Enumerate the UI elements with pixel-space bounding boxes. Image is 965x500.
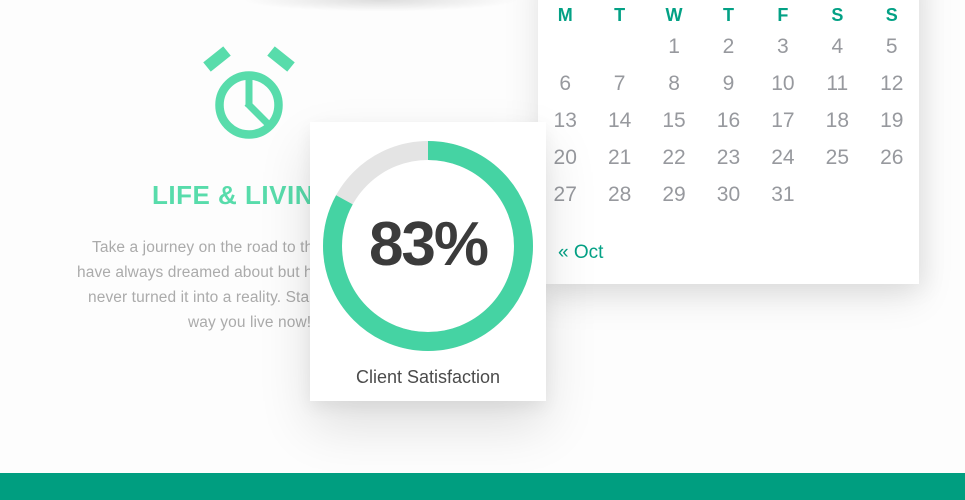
date-cell: 13 (553, 109, 577, 132)
date-cell: 25 (825, 146, 849, 169)
client-satisfaction-card: 83% Client Satisfaction (310, 122, 546, 401)
date-cell: 28 (607, 183, 632, 206)
date-cell: 5 (885, 35, 898, 58)
calendar-week-row: 13 14 15 16 17 18 19 (538, 102, 919, 139)
calendar-week-row: 1 2 3 4 5 (538, 28, 919, 65)
date-cell: 31 (771, 183, 795, 206)
calendar-table: M T W T F S S 1 2 3 4 5 6 7 8 9 (538, 2, 919, 213)
paragraph-line: never turned it into a reality. Start (88, 289, 319, 306)
date-cell: 11 (826, 72, 849, 95)
date-cell: 18 (825, 109, 849, 132)
day-header-cell: F (777, 5, 789, 25)
date-cell: 12 (880, 72, 904, 95)
paragraph-line: way you live now! (188, 314, 312, 331)
date-cell: 20 (553, 146, 577, 169)
prev-month-link[interactable]: « Oct (558, 242, 604, 263)
date-cell: 10 (771, 72, 795, 95)
date-cell: 8 (668, 72, 680, 95)
date-cell: 17 (771, 109, 795, 132)
card-caption: Client Satisfaction (355, 367, 501, 387)
date-cell: 22 (662, 146, 686, 169)
date-cell: 14 (607, 109, 632, 132)
date-cell: 9 (722, 72, 735, 95)
alarm-clock-icon (203, 46, 295, 139)
calendar-week-row: 6 7 8 9 10 11 12 (538, 65, 919, 102)
date-cell: 15 (662, 109, 686, 132)
percent-value: 83% (368, 210, 489, 279)
section-heading: LIFE & LIVING (152, 180, 335, 210)
date-cell: 3 (777, 35, 789, 58)
date-cell: 21 (607, 146, 632, 169)
calendar-header-row: M T W T F S S (538, 2, 919, 28)
date-cell: 30 (716, 183, 741, 206)
day-header-cell: T (614, 5, 626, 25)
date-cell: 2 (722, 35, 735, 58)
date-cell (810, 176, 864, 213)
day-header-cell: S (885, 5, 898, 25)
footer-bar (0, 473, 965, 500)
date-cell: 24 (771, 146, 795, 169)
calendar-week-row: 20 21 22 23 24 25 26 (538, 139, 919, 176)
top-edge-shadow (222, 0, 540, 16)
date-cell: 23 (716, 146, 741, 169)
calendar-widget: M T W T F S S 1 2 3 4 5 6 7 8 9 (538, 0, 919, 284)
date-cell (538, 28, 592, 65)
day-header-cell: T (722, 5, 734, 25)
date-cell: 27 (553, 183, 577, 206)
day-header-cell: W (665, 5, 683, 25)
donut-chart (323, 141, 533, 351)
day-header-cell: S (831, 5, 844, 25)
date-cell: 16 (716, 109, 741, 132)
date-cell: 26 (880, 146, 904, 169)
date-cell: 29 (662, 183, 686, 206)
paragraph-line: have always dreamed about but have (77, 264, 339, 281)
calendar-week-row: 27 28 29 30 31 (538, 176, 919, 213)
date-cell: 19 (880, 109, 904, 132)
date-cell: 6 (559, 72, 572, 95)
ring-progress (323, 141, 533, 351)
paragraph-line: Take a journey on the road to the (92, 239, 322, 256)
date-cell: 7 (613, 72, 626, 95)
date-cell (592, 28, 646, 65)
day-header-cell: M (557, 5, 573, 25)
date-cell: 4 (831, 35, 844, 58)
date-cell: 1 (668, 35, 680, 58)
date-cell (865, 176, 919, 213)
